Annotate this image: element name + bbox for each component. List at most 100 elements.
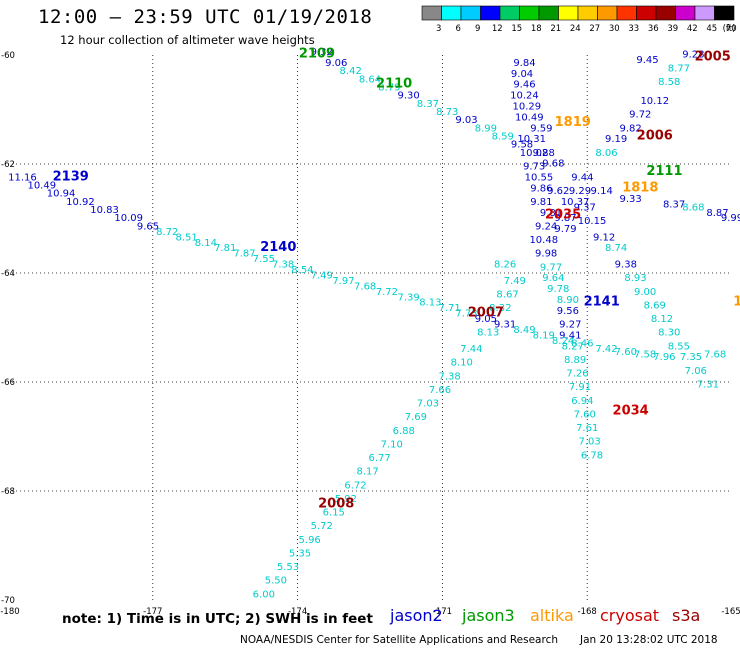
wave-height-label: 6.88 [393, 426, 415, 437]
wave-height-label: 9.72 [629, 110, 651, 121]
colorbar-tick-label: 33 [628, 24, 639, 34]
wave-height-label: 9.59 [530, 123, 552, 134]
wave-height-label: 10.12 [640, 96, 669, 107]
map-subtitle: 12 hour collection of altimeter wave hei… [60, 33, 315, 47]
colorbar-swatch [636, 5, 657, 21]
colorbar-tick-label: 70 [726, 24, 737, 34]
y-tick-label: -60 [1, 51, 15, 61]
legend-jason2: jason2 [390, 606, 443, 625]
wave-height-label: 8.73 [436, 107, 458, 118]
colorbar-swatch [558, 5, 579, 21]
wave-height-label: 7.31 [697, 379, 719, 390]
wave-height-label: 8.55 [668, 341, 690, 352]
x-tick-label: -174 [288, 607, 307, 617]
pass-id-label: 2034 [613, 404, 649, 419]
colorbar-tick-label: 3 [436, 24, 441, 34]
y-tick-label: -66 [1, 378, 15, 388]
wave-height-label: 8.89 [564, 355, 586, 366]
wave-height-label: 9.82 [620, 123, 642, 134]
wave-height-label: 9.05 [475, 314, 497, 325]
wave-height-label: 7.55 [253, 254, 275, 265]
wave-height-label: 8.79 [378, 82, 400, 93]
wave-height-label: 7.38 [272, 260, 294, 271]
wave-height-label: 8.54 [291, 265, 313, 276]
wave-height-label: 10.09 [114, 213, 143, 224]
x-tick-label: -171 [433, 607, 452, 617]
wave-height-label: 9.65 [137, 221, 159, 232]
wave-height-values: 9.28 8.77 8.58 10.12 9.45 9.72 9.829.19 8.06 9.3… [8, 47, 740, 600]
colorbar-swatch [460, 5, 481, 21]
wave-height-label: 7.81 [214, 243, 236, 254]
pass-id-label: 2008 [318, 496, 354, 511]
wave-height-label: 9.88 [533, 148, 555, 159]
wave-height-label: 9.33 [620, 194, 642, 205]
pass-id-label: 2109 [299, 47, 335, 62]
wave-height-label: 10.55 [525, 172, 554, 183]
wave-height-label: 8.74 [605, 243, 627, 254]
wave-height-label: 6.72 [344, 480, 366, 491]
wave-height-label: 7.91 [569, 382, 591, 393]
wave-height-label: 9.03 [455, 115, 477, 126]
wave-height-label: 10.24 [510, 91, 539, 102]
colorbar-tick-label: 39 [667, 24, 678, 34]
wave-height-label: 8.72 [156, 227, 178, 238]
wave-height-label: 7.68 [354, 281, 376, 292]
wave-height-label: 8.77 [668, 63, 690, 74]
pass-id-label: 2140 [260, 240, 296, 255]
wave-height-label: 9.99 [721, 213, 740, 224]
wave-height-label: 10.94 [47, 189, 76, 200]
wave-height-label: 8.24 [552, 336, 574, 347]
wave-height-label: 7.97 [332, 276, 354, 287]
colorbar-swatch [694, 5, 715, 21]
wave-height-label: 9.77 [540, 262, 562, 273]
wave-height-label: 8.59 [492, 131, 514, 142]
wave-height-label: 8.17 [356, 467, 378, 478]
legend-s3a: s3a [672, 606, 701, 625]
wave-height-label: 8.68 [682, 202, 704, 213]
wave-height-label: 8.46 [571, 339, 593, 350]
colorbar-tick-label: 36 [648, 24, 659, 34]
x-tick-label: -180 [0, 607, 19, 617]
wave-height-label: 8.27 [562, 341, 584, 352]
wave-height-label: 7.38 [439, 371, 461, 382]
wave-height-label: 10.29 [513, 102, 542, 113]
wave-height-label: 8.69 [644, 300, 666, 311]
colorbar-tick-label: 30 [609, 24, 620, 34]
wave-height-label: 10.15 [578, 216, 607, 227]
wave-height-label: 7.26 [566, 369, 588, 380]
colorbar-tick-label: 18 [531, 24, 542, 34]
wave-height-label: 7.35 [680, 352, 702, 363]
wave-height-label: 9.44 [571, 172, 593, 183]
wave-height-label: 9.00 [634, 287, 656, 298]
wave-height-label: 9.28 [682, 50, 704, 61]
wave-height-label: 8.87 [706, 208, 728, 219]
wave-height-label: 9.27 [559, 320, 581, 331]
wave-height-label: 9.64 [542, 273, 564, 284]
wave-height-label: 6.94 [571, 396, 593, 407]
x-tick-label: -177 [143, 607, 162, 617]
colorbar-swatch [538, 5, 559, 21]
wave-height-label: 9.81 [540, 208, 562, 219]
wave-height-label: 7.60 [574, 409, 596, 420]
legend-jason3: jason3 [462, 606, 515, 625]
wave-height-label: 7.44 [460, 344, 482, 355]
wave-height-label: 9.06 [325, 58, 347, 69]
wave-height-label: 10.83 [90, 205, 119, 216]
wave-height-label: 7.03 [578, 437, 600, 448]
y-tick-label: -68 [1, 487, 15, 497]
wave-height-label: 8.19 [533, 330, 555, 341]
wave-height-label: 8.67 [496, 290, 518, 301]
wave-height-label: 7.72 [376, 287, 398, 298]
colorbar: 3 6 9 12 15 18 21 24 27 30 33 36 39 42 45 70(ft) [421, 5, 737, 34]
wave-height-label: 8.37 [417, 99, 439, 110]
wave-height-label: 8.99 [475, 123, 497, 134]
wave-height-label: 8.93 [624, 273, 646, 284]
wave-height-label: 9.41 [559, 330, 581, 341]
colorbar-swatch [616, 5, 637, 21]
wave-height-label: 9.86 [530, 183, 552, 194]
wave-height-label: 10.49 [515, 112, 544, 123]
wave-height-label: 5.53 [277, 562, 299, 573]
wave-height-label: 9.45 [636, 55, 658, 66]
wave-height-label: 9.87 [554, 213, 576, 224]
wave-height-label: 9.81 [530, 197, 552, 208]
